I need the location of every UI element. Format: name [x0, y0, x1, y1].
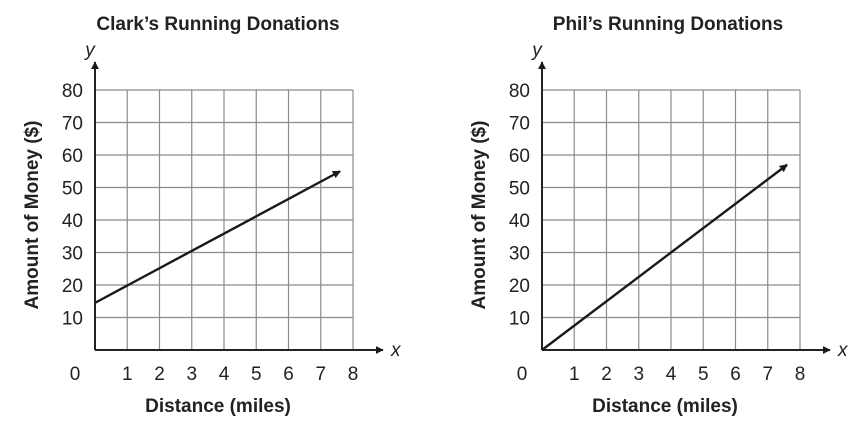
y-axis-title: Amount of Money ($)	[469, 121, 490, 310]
y-tick-label: 50	[509, 179, 530, 200]
x-tick-label: 6	[283, 364, 294, 385]
y-variable-label: y	[530, 40, 543, 61]
y-tick-label: 10	[62, 309, 83, 330]
x-tick-label: 5	[251, 364, 262, 385]
x-tick-label: 1	[569, 364, 580, 385]
x-variable-label: x	[390, 340, 402, 361]
y-axis-title: Amount of Money ($)	[22, 121, 43, 310]
x-axis-title: Distance (miles)	[145, 396, 291, 417]
y-tick-label: 60	[62, 146, 83, 167]
x-tick-label: 4	[666, 364, 677, 385]
x-tick-label: 6	[730, 364, 741, 385]
x-tick-label: 1	[122, 364, 133, 385]
y-tick-label: 10	[509, 309, 530, 330]
y-tick-label: 60	[509, 146, 530, 167]
y-tick-label: 70	[62, 114, 83, 135]
y-tick-label: 40	[62, 211, 83, 232]
x-tick-label: 3	[186, 364, 197, 385]
x-tick-label: 3	[633, 364, 644, 385]
y-variable-label: y	[83, 40, 96, 61]
x-tick-label: 7	[762, 364, 773, 385]
y-tick-label: 30	[509, 244, 530, 265]
y-tick-label: 70	[509, 114, 530, 135]
chart-title: Phil’s Running Donations	[553, 14, 783, 35]
x-tick-label: 4	[219, 364, 230, 385]
y-tick-label: 80	[62, 81, 83, 102]
series-line	[541, 163, 788, 351]
y-tick-label: 50	[62, 179, 83, 200]
x-tick-label: 2	[601, 364, 612, 385]
chart-1: Clark’s Running Donationsxy1020304050607…	[22, 14, 402, 417]
chart-2: Phil’s Running Donationsxy10203040506070…	[469, 14, 849, 417]
x-tick-label: 0	[70, 364, 81, 385]
y-tick-label: 20	[62, 276, 83, 297]
x-tick-label: 2	[154, 364, 165, 385]
x-tick-label: 0	[517, 364, 528, 385]
y-tick-label: 20	[509, 276, 530, 297]
x-tick-label: 7	[315, 364, 326, 385]
chart-title: Clark’s Running Donations	[96, 14, 339, 35]
x-tick-label: 8	[795, 364, 806, 385]
y-tick-label: 30	[62, 244, 83, 265]
series-line	[94, 170, 341, 304]
x-tick-label: 8	[348, 364, 359, 385]
y-tick-label: 80	[509, 81, 530, 102]
x-axis-title: Distance (miles)	[592, 396, 738, 417]
x-variable-label: x	[837, 340, 849, 361]
y-tick-label: 40	[509, 211, 530, 232]
x-tick-label: 5	[698, 364, 709, 385]
